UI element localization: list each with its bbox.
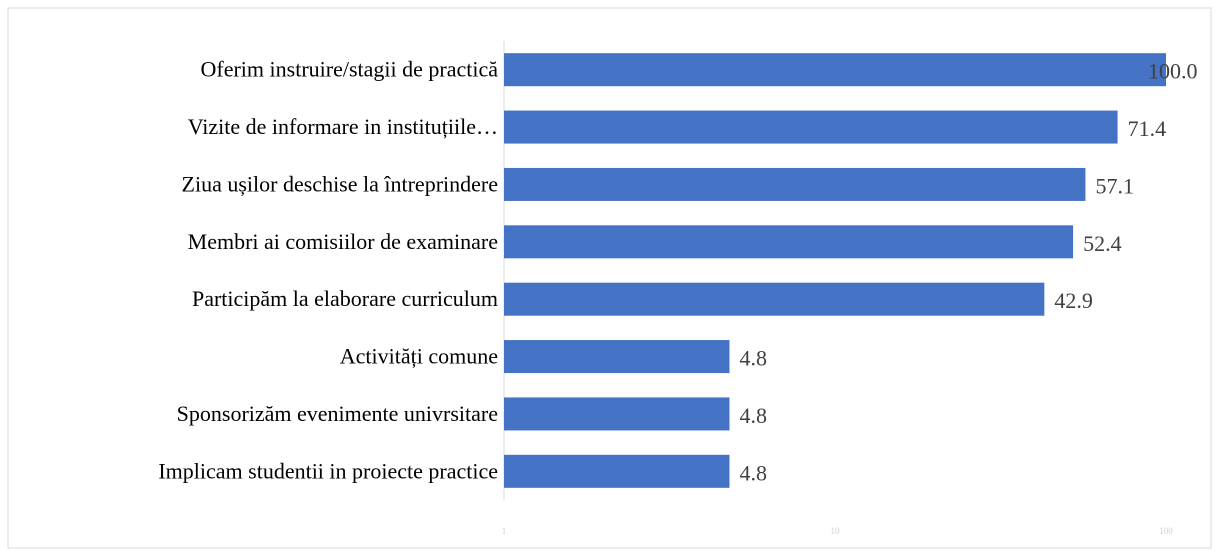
- bar: [504, 340, 730, 374]
- data-label: 52.4: [1083, 231, 1122, 256]
- bar: [504, 225, 1074, 259]
- data-label: 4.8: [739, 460, 767, 485]
- y-tick-label: Ziua ușilor deschise la întreprindere: [182, 171, 498, 196]
- bar: [504, 167, 1086, 201]
- y-tick-label: Activități comune: [340, 344, 498, 369]
- x-tick-label: 100: [1159, 526, 1173, 536]
- data-label: 4.8: [739, 346, 767, 371]
- bar: [504, 454, 730, 488]
- y-tick-label: Participăm la elaborare curriculum: [192, 286, 498, 311]
- bar: [504, 53, 1166, 87]
- x-tick-label: 10: [831, 526, 841, 536]
- data-label: 57.1: [1095, 173, 1134, 198]
- x-tick-label: 1: [502, 526, 507, 536]
- data-label: 71.4: [1128, 116, 1167, 141]
- data-label: 4.8: [739, 403, 767, 428]
- bar: [504, 282, 1045, 316]
- y-tick-label: Vizite de informare in instituțiile…: [188, 114, 498, 139]
- data-label: 100.0: [1148, 59, 1198, 84]
- chart-border: [7, 7, 1212, 549]
- y-tick-label: Membri ai comisiilor de examinare: [188, 229, 498, 254]
- data-label: 42.9: [1054, 288, 1093, 313]
- bar: [504, 110, 1118, 144]
- y-tick-label: Sponsorizăm evenimente univrsitare: [177, 401, 498, 426]
- y-tick-label: Implicam studentii in proiecte practice: [158, 458, 498, 483]
- y-tick-label: Oferim instruire/stagii de practică: [201, 57, 499, 82]
- bar: [504, 397, 730, 431]
